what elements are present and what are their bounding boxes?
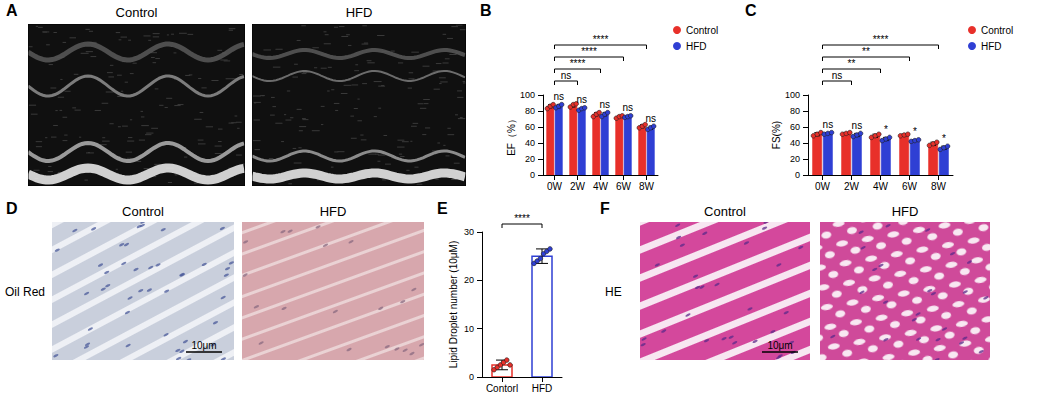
svg-text:B: B (480, 2, 492, 19)
svg-text:6W: 6W (902, 181, 918, 192)
svg-text:10μm: 10μm (767, 340, 792, 351)
svg-text:20: 20 (790, 154, 800, 164)
svg-text:4W: 4W (873, 181, 889, 192)
svg-text:HFD: HFD (532, 383, 553, 394)
svg-text:ns: ns (561, 70, 572, 81)
svg-text:Control: Control (704, 204, 746, 219)
svg-text:*: * (942, 133, 946, 144)
svg-text:EF（%）: EF（%） (506, 114, 517, 156)
svg-text:8W: 8W (931, 181, 947, 192)
svg-text:ns: ns (852, 120, 863, 131)
svg-text:Contorl: Contorl (486, 383, 518, 394)
svg-text:100: 100 (785, 90, 800, 100)
svg-text:HFD: HFD (346, 5, 373, 20)
svg-text:Oil Red: Oil Red (5, 285, 45, 299)
svg-text:60: 60 (525, 122, 535, 132)
svg-text:80: 80 (525, 106, 535, 116)
svg-text:C: C (745, 2, 757, 19)
svg-text:0: 0 (795, 170, 800, 180)
svg-text:****: **** (593, 34, 609, 45)
svg-text:Control: Control (686, 25, 718, 36)
svg-text:10μm: 10μm (191, 340, 216, 351)
svg-text:4W: 4W (593, 181, 609, 192)
svg-text:**: ** (862, 46, 870, 57)
svg-text:*: * (913, 126, 917, 137)
svg-text:6W: 6W (616, 181, 632, 192)
svg-text:ns: ns (832, 70, 843, 81)
svg-text:Control: Control (116, 5, 158, 20)
svg-text:60: 60 (790, 122, 800, 132)
svg-text:0W: 0W (547, 181, 563, 192)
svg-text:A: A (6, 2, 18, 19)
svg-text:HFD: HFD (320, 204, 347, 219)
svg-text:80: 80 (790, 106, 800, 116)
svg-text:D: D (6, 200, 18, 217)
svg-text:FS(%): FS(%) (771, 121, 782, 149)
svg-text:Lipid Droplet number (10μM): Lipid Droplet number (10μM) (448, 241, 459, 368)
svg-text:HE: HE (605, 285, 622, 299)
svg-text:40: 40 (525, 138, 535, 148)
svg-text:20: 20 (525, 154, 535, 164)
svg-text:ns: ns (553, 91, 564, 102)
svg-text:0: 0 (469, 372, 474, 382)
svg-text:****: **** (581, 46, 597, 57)
svg-text:10: 10 (464, 324, 474, 334)
svg-text:****: **** (514, 213, 530, 224)
svg-text:ns: ns (622, 102, 633, 113)
svg-text:8W: 8W (639, 181, 655, 192)
svg-text:0W: 0W (815, 181, 831, 192)
svg-text:2W: 2W (570, 181, 586, 192)
svg-text:30: 30 (464, 227, 474, 237)
svg-text:****: **** (570, 58, 586, 69)
svg-text:0: 0 (530, 170, 535, 180)
svg-text:ns: ns (599, 99, 610, 110)
svg-text:ns: ns (645, 113, 656, 124)
svg-text:ns: ns (576, 94, 587, 105)
svg-text:100: 100 (520, 90, 535, 100)
svg-text:**: ** (848, 58, 856, 69)
svg-text:20: 20 (464, 275, 474, 285)
svg-text:HFD: HFD (686, 41, 707, 52)
svg-text:Control: Control (981, 25, 1013, 36)
svg-text:F: F (600, 200, 610, 217)
svg-text:2W: 2W (844, 181, 860, 192)
svg-text:HFD: HFD (892, 204, 919, 219)
svg-text:Control: Control (122, 204, 164, 219)
svg-text:40: 40 (790, 138, 800, 148)
svg-text:HFD: HFD (981, 41, 1002, 52)
svg-text:E: E (437, 200, 448, 217)
svg-text:ns: ns (823, 119, 834, 130)
svg-text:****: **** (873, 34, 889, 45)
svg-text:*: * (884, 124, 888, 135)
